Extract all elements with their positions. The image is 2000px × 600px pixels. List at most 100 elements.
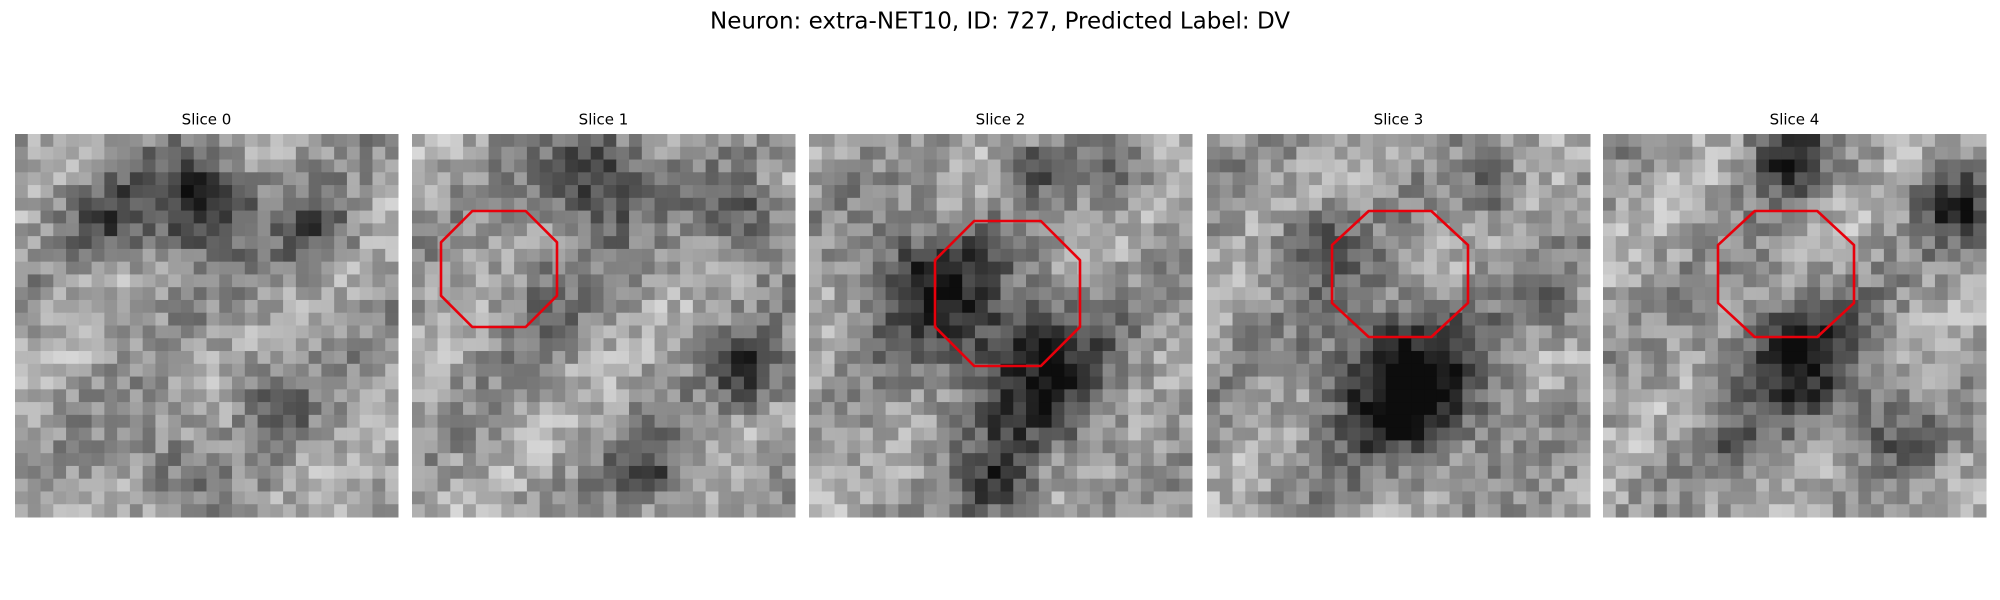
pixel (1128, 299, 1142, 314)
pixel (1500, 197, 1514, 212)
pixel (1321, 312, 1336, 326)
pixel (782, 248, 796, 263)
pixel (437, 440, 451, 454)
pixel (1219, 172, 1234, 186)
pixel (1883, 185, 1898, 199)
pixel (769, 197, 783, 212)
pixel (743, 338, 758, 352)
pixel (860, 159, 874, 173)
pixel (1411, 172, 1425, 186)
pixel (1564, 261, 1578, 275)
pixel (1500, 287, 1514, 301)
pixel (590, 338, 604, 352)
pixel (1309, 351, 1323, 365)
pixel (321, 389, 335, 403)
pixel (1551, 236, 1565, 250)
pixel (66, 134, 80, 148)
pixel (334, 159, 348, 173)
pixel (1398, 312, 1412, 326)
pixel (1179, 491, 1193, 505)
pixel (155, 440, 169, 454)
pixel (1603, 159, 1617, 173)
pixel (1551, 376, 1565, 390)
pixel (104, 453, 118, 467)
pixel (1538, 376, 1553, 390)
pixel (1896, 453, 1910, 467)
pixel (1207, 248, 1221, 263)
pixel (936, 427, 950, 441)
pixel (15, 465, 29, 480)
pixel (244, 389, 259, 403)
pixel (590, 414, 604, 429)
pixel (91, 146, 105, 161)
pixel (590, 312, 604, 326)
pixel (219, 402, 233, 416)
pixel (27, 351, 42, 365)
pixel (1411, 414, 1425, 429)
pixel (1960, 159, 1974, 173)
pixel (885, 504, 899, 518)
pixel (756, 146, 770, 161)
pixel (168, 261, 182, 275)
pixel (1089, 504, 1104, 518)
pixel (1781, 185, 1795, 199)
pixel (1309, 363, 1323, 378)
pixel (923, 146, 938, 161)
pixel (372, 465, 386, 480)
pixel (155, 504, 169, 518)
pixel (1500, 389, 1514, 403)
pixel (1845, 440, 1859, 454)
pixel (898, 376, 912, 390)
pixel (1883, 351, 1898, 365)
pixel (718, 389, 732, 403)
pixel (475, 172, 490, 186)
pixel (1140, 427, 1155, 441)
pixel (911, 504, 925, 518)
pixel (501, 223, 515, 237)
pixel (437, 185, 451, 199)
pixel (1538, 236, 1553, 250)
pixel (1064, 185, 1078, 199)
pixel (180, 172, 195, 186)
pixel (1089, 389, 1104, 403)
pixel (1922, 236, 1936, 250)
pixel (731, 491, 745, 505)
pixel (860, 440, 874, 454)
pixel (1245, 338, 1259, 352)
pixel (1692, 274, 1706, 288)
pixel (1089, 197, 1104, 212)
pixel (1102, 402, 1116, 416)
pixel (295, 351, 310, 365)
pixel (1922, 414, 1936, 429)
pixel (821, 146, 836, 161)
pixel (219, 312, 233, 326)
pixel (501, 236, 515, 250)
pixel (1283, 491, 1297, 505)
pixel (270, 185, 284, 199)
pixel (962, 197, 976, 212)
pixel (1666, 274, 1681, 288)
pixel (1102, 197, 1116, 212)
pixel (372, 287, 386, 301)
pixel (1794, 287, 1808, 301)
pixel (117, 172, 131, 186)
pixel (475, 338, 490, 352)
pixel (539, 338, 553, 352)
pixel (1411, 210, 1425, 224)
pixel (1820, 287, 1834, 301)
pixel (860, 414, 874, 429)
pixel (1743, 402, 1757, 416)
pixel (1411, 248, 1425, 263)
pixel (1411, 478, 1425, 492)
pixel (283, 248, 297, 263)
pixel (731, 274, 745, 288)
pixel (372, 223, 386, 237)
pixel (898, 185, 912, 199)
pixel (1858, 287, 1872, 301)
pixel (1462, 440, 1476, 454)
pixel (1705, 389, 1719, 403)
pixel (283, 453, 297, 467)
pixel (654, 363, 668, 378)
pixel (680, 236, 694, 250)
pixel (142, 402, 156, 416)
